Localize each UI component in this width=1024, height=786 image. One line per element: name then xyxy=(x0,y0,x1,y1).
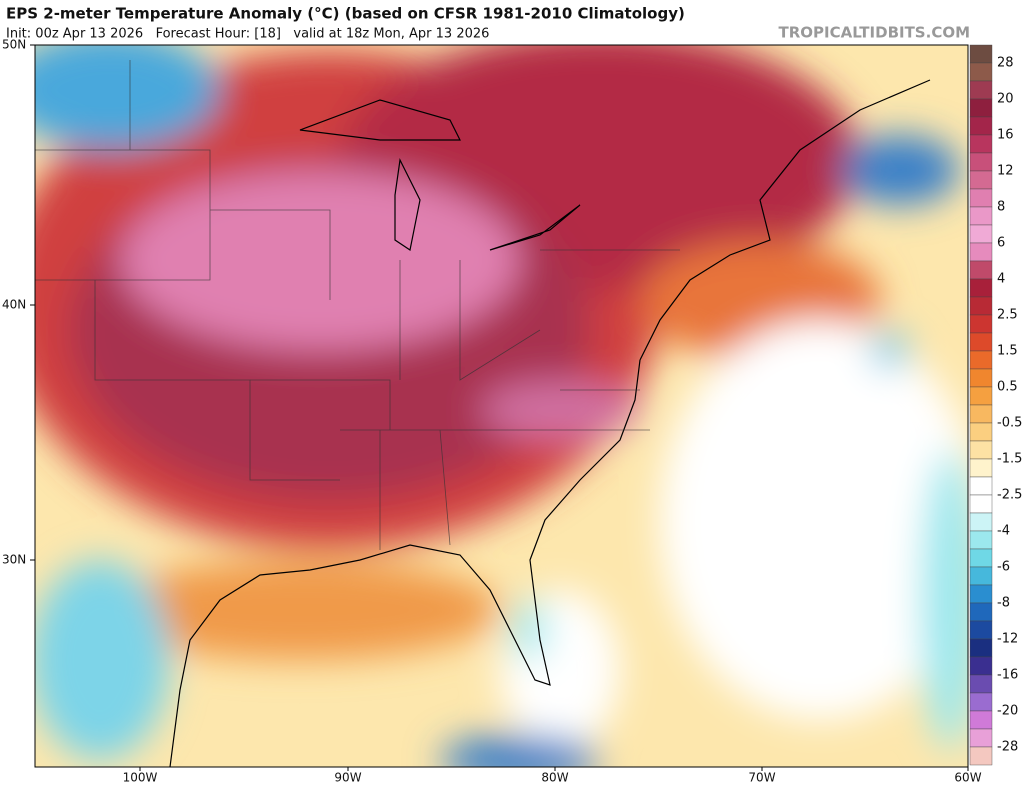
colorbar-cell xyxy=(969,746,993,766)
colorbar-cell xyxy=(969,476,993,496)
colorbar-cell xyxy=(969,494,993,514)
colorbar-label: -2.5 xyxy=(997,488,1022,503)
colorbar-cell xyxy=(969,458,993,478)
watermark: TROPICALTIDBITS.COM xyxy=(779,24,971,42)
colorbar-cell xyxy=(969,422,993,442)
colorbar-cell xyxy=(969,224,993,244)
lat-label: 50N xyxy=(2,38,26,52)
colorbar-cell xyxy=(969,440,993,460)
colorbar-label: 8 xyxy=(997,200,1005,215)
colorbar-cell xyxy=(969,98,993,118)
colorbar-label: -20 xyxy=(997,704,1018,719)
colorbar-cell xyxy=(969,386,993,406)
colorbar-cell xyxy=(969,530,993,550)
colorbar-label: 0.5 xyxy=(997,380,1018,395)
colorbar-cell xyxy=(969,566,993,586)
lon-label: 70W xyxy=(748,771,775,785)
colorbar-cell xyxy=(969,278,993,298)
colorbar-cell xyxy=(969,260,993,280)
colorbar-label: -6 xyxy=(997,560,1010,575)
colorbar-label: 20 xyxy=(997,92,1014,107)
colorbar-label: 4 xyxy=(997,272,1005,287)
colorbar-label: -0.5 xyxy=(997,416,1022,431)
lat-label: 30N xyxy=(2,553,26,567)
lon-label: 60W xyxy=(954,771,981,785)
colorbar-cell xyxy=(969,548,993,568)
colorbar-label: -12 xyxy=(997,632,1018,647)
colorbar-label: -28 xyxy=(997,740,1018,755)
title: EPS 2-meter Temperature Anomaly (°C) (ba… xyxy=(6,5,685,23)
colorbar-cell xyxy=(969,134,993,154)
colorbar-cell xyxy=(969,620,993,640)
colorbar-label: 16 xyxy=(997,128,1014,143)
lon-label: 80W xyxy=(541,771,568,785)
colorbar-label: -16 xyxy=(997,668,1018,683)
colorbar-cell xyxy=(969,296,993,316)
colorbar-cell xyxy=(969,638,993,658)
map-frame xyxy=(34,44,969,768)
subtitle: Init: 00z Apr 13 2026 Forecast Hour: [18… xyxy=(6,27,489,42)
colorbar-cell xyxy=(969,116,993,136)
colorbar-label: -1.5 xyxy=(997,452,1022,467)
colorbar-label: 6 xyxy=(997,236,1005,251)
colorbar-cell xyxy=(969,656,993,676)
colorbar-cell xyxy=(969,314,993,334)
lon-label: 90W xyxy=(334,771,361,785)
colorbar-label: -4 xyxy=(997,524,1010,539)
colorbar: 28 20 16 12 8 6 4 2.5 1.5 0.5 -0.5 -1.5 -2.5 -4 -6 -8 -1… xyxy=(969,44,1022,766)
colorbar-cell xyxy=(969,80,993,100)
colorbar-cell xyxy=(969,152,993,172)
colorbar-cell xyxy=(969,728,993,748)
colorbar-cell xyxy=(969,692,993,712)
colorbar-cell xyxy=(969,242,993,262)
colorbar-label: 1.5 xyxy=(997,344,1018,359)
colorbar-cell xyxy=(969,206,993,226)
colorbar-cell xyxy=(969,188,993,208)
colorbar-cell xyxy=(969,584,993,604)
colorbar-cell xyxy=(969,170,993,190)
colorbar-cell xyxy=(969,512,993,532)
colorbar-cell xyxy=(969,602,993,622)
colorbar-cell xyxy=(969,44,993,64)
colorbar-cell xyxy=(969,368,993,388)
colorbar-label: -8 xyxy=(997,596,1010,611)
lon-label: 100W xyxy=(123,771,158,785)
colorbar-label: 2.5 xyxy=(997,308,1018,323)
colorbar-cell xyxy=(969,404,993,424)
colorbar-cell xyxy=(969,62,993,82)
colorbar-cell xyxy=(969,674,993,694)
axis-labels: 50N 40N 30N 100W 90W 80W 70W 60W xyxy=(2,38,982,785)
colorbar-label: 28 xyxy=(997,56,1014,71)
map-field xyxy=(35,45,968,767)
colorbar-cell xyxy=(969,710,993,730)
colorbar-label: 12 xyxy=(997,164,1014,179)
lat-label: 40N xyxy=(2,298,26,312)
colorbar-cell xyxy=(969,350,993,370)
colorbar-cell xyxy=(969,332,993,352)
